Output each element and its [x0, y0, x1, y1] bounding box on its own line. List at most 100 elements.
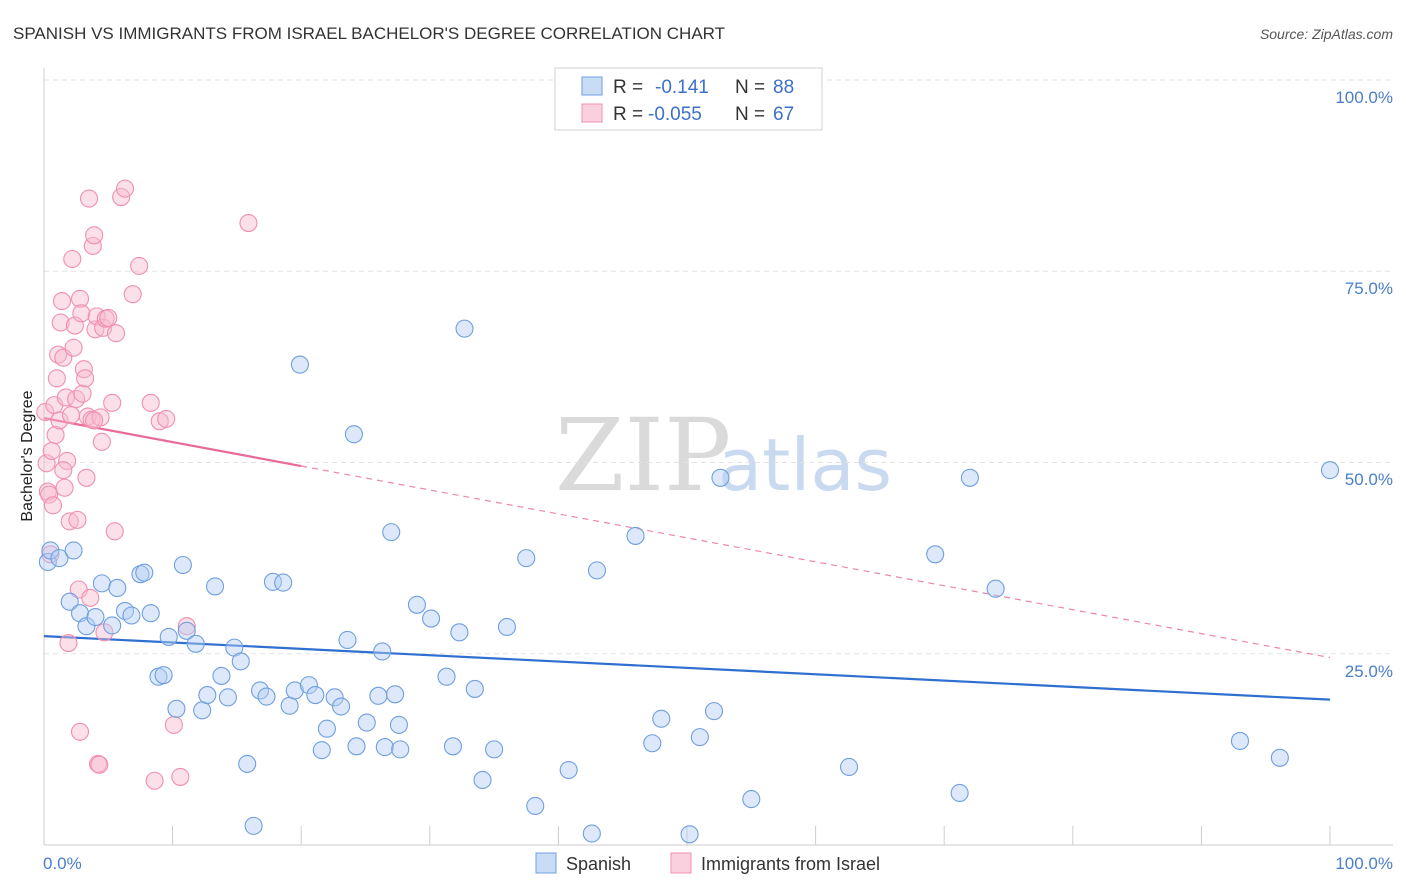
- legend-r-label-israel: R =: [613, 104, 643, 125]
- legend-swatch-israel: [581, 103, 603, 123]
- spanish-point-19: [167, 699, 186, 718]
- legend-n-value-israel: 67: [773, 104, 794, 125]
- spanish-point-37: [285, 681, 304, 700]
- bottom-legend-label-israel: Immigrants from Israel: [701, 854, 880, 874]
- spanish-point-53: [389, 715, 408, 734]
- spanish-point-43: [325, 688, 344, 707]
- spanish-point-24: [198, 686, 217, 705]
- spanish-point-73: [652, 709, 671, 728]
- spanish-point-82: [960, 468, 979, 487]
- spanish-point-67: [526, 796, 545, 816]
- spanish-point-78: [742, 790, 761, 809]
- legend: R = -0.141 N = 88 R = -0.055 N = 67: [554, 67, 823, 131]
- israel-point-64: [85, 411, 104, 430]
- spanish-point-46: [344, 425, 363, 444]
- spanish-point-57: [422, 609, 441, 628]
- israel-point-41: [88, 754, 108, 773]
- israel-point-58: [157, 409, 176, 428]
- israel-point-54: [130, 256, 149, 275]
- spanish-point-40: [306, 686, 325, 705]
- israel-point-12: [51, 313, 70, 332]
- spanish-point-62: [465, 679, 484, 698]
- spanish-point-4: [64, 541, 83, 560]
- spanish-point-26: [212, 666, 231, 685]
- spanish-point-55: [382, 523, 401, 542]
- spanish-point-61: [455, 319, 474, 338]
- spanish-point-47: [347, 737, 366, 756]
- spanish-point-17: [154, 666, 173, 685]
- watermark: ZIP atlas: [555, 397, 892, 514]
- spanish-point-38: [290, 355, 309, 374]
- spanish-point-3: [60, 592, 79, 611]
- israel-point-44: [92, 432, 111, 451]
- spanish-point-80: [926, 545, 945, 564]
- israel-point-42: [90, 755, 109, 774]
- spanish-point-85: [1270, 748, 1289, 767]
- spanish-point-75: [690, 728, 709, 747]
- legend-r-label-spanish: R =: [613, 77, 643, 98]
- israel-point-30: [74, 360, 93, 379]
- israel-point-19: [60, 512, 79, 531]
- watermark-zip: ZIP: [555, 397, 731, 514]
- spanish-point-71: [626, 526, 645, 545]
- israel-point-59: [164, 715, 183, 734]
- spanish-point-58: [437, 667, 456, 686]
- trend-line-solid-1: [43, 417, 302, 468]
- spanish-point-25: [205, 577, 225, 596]
- chart-title: SPANISH VS IMMIGRANTS FROM ISRAEL BACHEL…: [13, 24, 725, 43]
- y-tick-labels: 25.0% 50.0% 75.0% 100.0%: [1335, 88, 1393, 681]
- spanish-point-50: [373, 642, 392, 661]
- spanish-point-81: [950, 783, 969, 803]
- israel-point-9: [47, 369, 66, 388]
- bottom-legend-swatch-spanish: [535, 852, 557, 874]
- israel-point-22: [64, 338, 83, 357]
- data-points: [36, 179, 1340, 844]
- spanish-point-49: [369, 686, 388, 705]
- israel-point-66: [54, 461, 73, 480]
- israel-point-5: [42, 441, 61, 461]
- spanish-point-48: [357, 713, 376, 732]
- israel-point-55: [141, 393, 160, 412]
- spanish-point-60: [450, 623, 469, 642]
- israel-point-35: [81, 588, 100, 607]
- israel-point-0: [36, 402, 55, 422]
- chart-source: Source: ZipAtlas.com: [1260, 26, 1393, 42]
- spanish-point-86: [1320, 461, 1340, 480]
- watermark-atlas: atlas: [718, 423, 892, 507]
- israel-point-28: [72, 304, 91, 323]
- spanish-point-27: [218, 688, 237, 707]
- spanish-point-18: [159, 627, 178, 646]
- israel-point-17: [58, 451, 77, 471]
- israel-point-25: [68, 510, 87, 529]
- spanish-point-42: [317, 719, 336, 738]
- spanish-point-56: [407, 595, 426, 614]
- x-tick-labels: 0.0% 100.0%: [43, 854, 1393, 873]
- spanish-point-65: [497, 617, 517, 637]
- spanish-point-64: [485, 740, 504, 759]
- spanish-point-31: [244, 816, 263, 835]
- spanish-point-34: [263, 572, 282, 591]
- israel-point-10: [49, 345, 68, 364]
- spanish-point-0: [38, 552, 57, 572]
- spanish-point-15: [141, 604, 160, 623]
- spanish-point-72: [643, 734, 662, 753]
- israel-point-13: [52, 292, 72, 311]
- spanish-point-59: [443, 737, 462, 756]
- spanish-point-14: [135, 563, 154, 582]
- spanish-point-29: [231, 652, 250, 671]
- israel-point-48: [99, 308, 118, 327]
- spanish-point-63: [473, 770, 492, 790]
- israel-point-34: [79, 189, 99, 208]
- spanish-point-77: [711, 468, 730, 487]
- spanish-point-9: [103, 616, 122, 635]
- israel-point-56: [145, 771, 164, 790]
- spanish-point-52: [386, 685, 405, 704]
- spanish-point-22: [186, 634, 205, 653]
- bottom-legend-swatch-israel: [670, 852, 692, 874]
- israel-point-29: [73, 384, 92, 403]
- legend-n-value-spanish: 88: [773, 77, 794, 98]
- axes: [43, 68, 1393, 846]
- x-tick-label-100: 100.0%: [1335, 854, 1393, 873]
- israel-point-2: [38, 482, 57, 501]
